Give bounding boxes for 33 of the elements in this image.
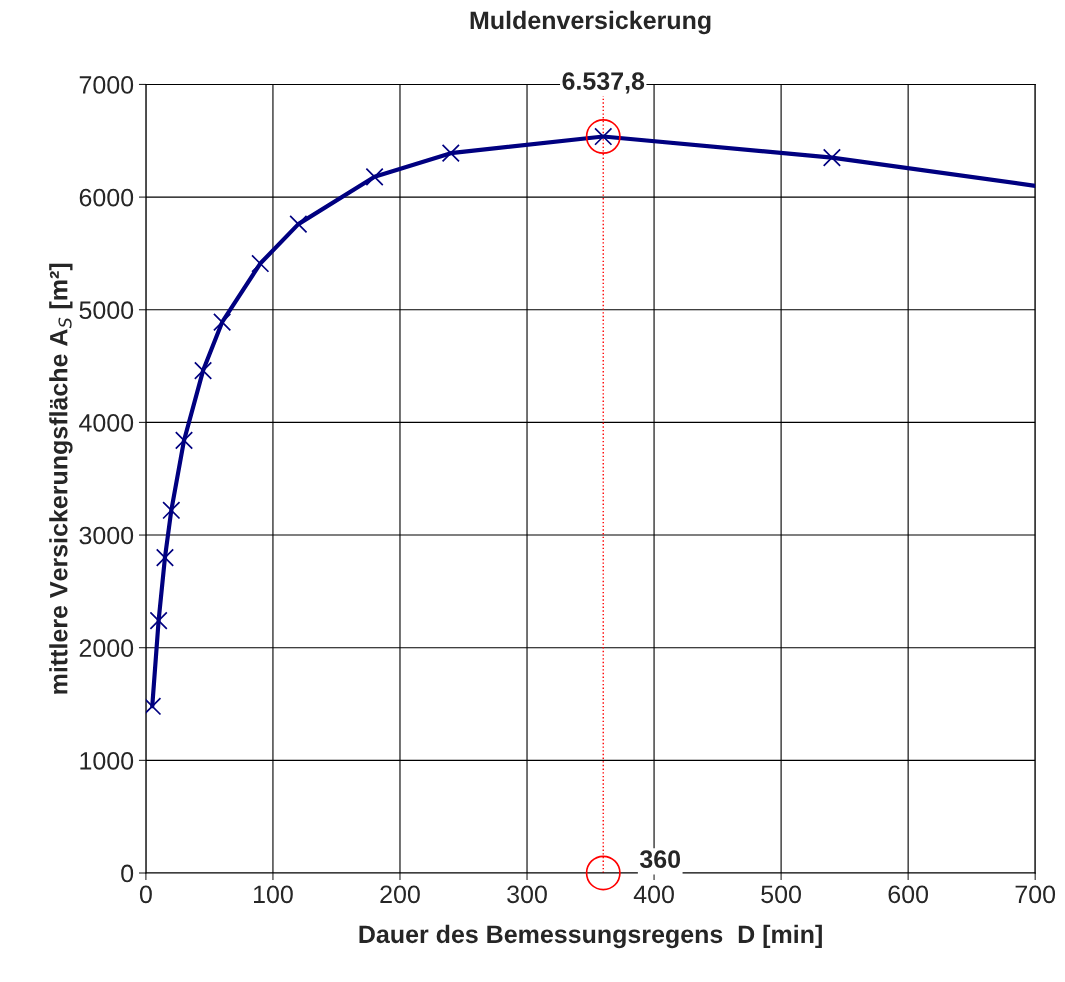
y-tick-label: 2000 (79, 639, 134, 657)
point (149, 611, 168, 630)
point (289, 215, 308, 234)
annotation: 6.537,8 (562, 72, 645, 94)
x-tick-label: 600 (888, 885, 929, 904)
x-tick-label: 500 (761, 885, 801, 904)
x-tick-label: 200 (380, 885, 420, 904)
point (155, 548, 175, 567)
x-tick-label: 300 (507, 885, 547, 904)
x-tick-label: 700 (1015, 885, 1056, 904)
point (194, 361, 213, 380)
y-axis-title: mittlere Versickerungsfläche A$_{S}$ [m²] (49, 263, 73, 694)
point (145, 697, 162, 716)
y-tick-label: 5000 (79, 301, 134, 320)
point (365, 167, 384, 186)
y-tick-label: 4000 (79, 414, 134, 432)
y-tick-label: 7000 (79, 76, 134, 94)
chart-title: Muldenversickerung (470, 10, 711, 35)
point (251, 254, 270, 273)
x-tick-label: 0 (139, 885, 152, 904)
x-tick-label: 400 (633, 885, 674, 904)
point (213, 313, 232, 332)
point (162, 501, 181, 520)
y-tick-label: 6000 (79, 188, 134, 207)
point (822, 148, 841, 167)
x-axis-title: Dauer des Bemessungsregens D [min] (359, 924, 822, 949)
x-tick-label: 100 (254, 885, 293, 904)
y-tick-label: 3000 (79, 526, 134, 545)
point (441, 144, 460, 163)
point (174, 431, 194, 450)
annotation: 360 (639, 850, 681, 869)
y-tick-label: 0 (121, 864, 134, 883)
y-tick-label: 1000 (80, 751, 134, 770)
